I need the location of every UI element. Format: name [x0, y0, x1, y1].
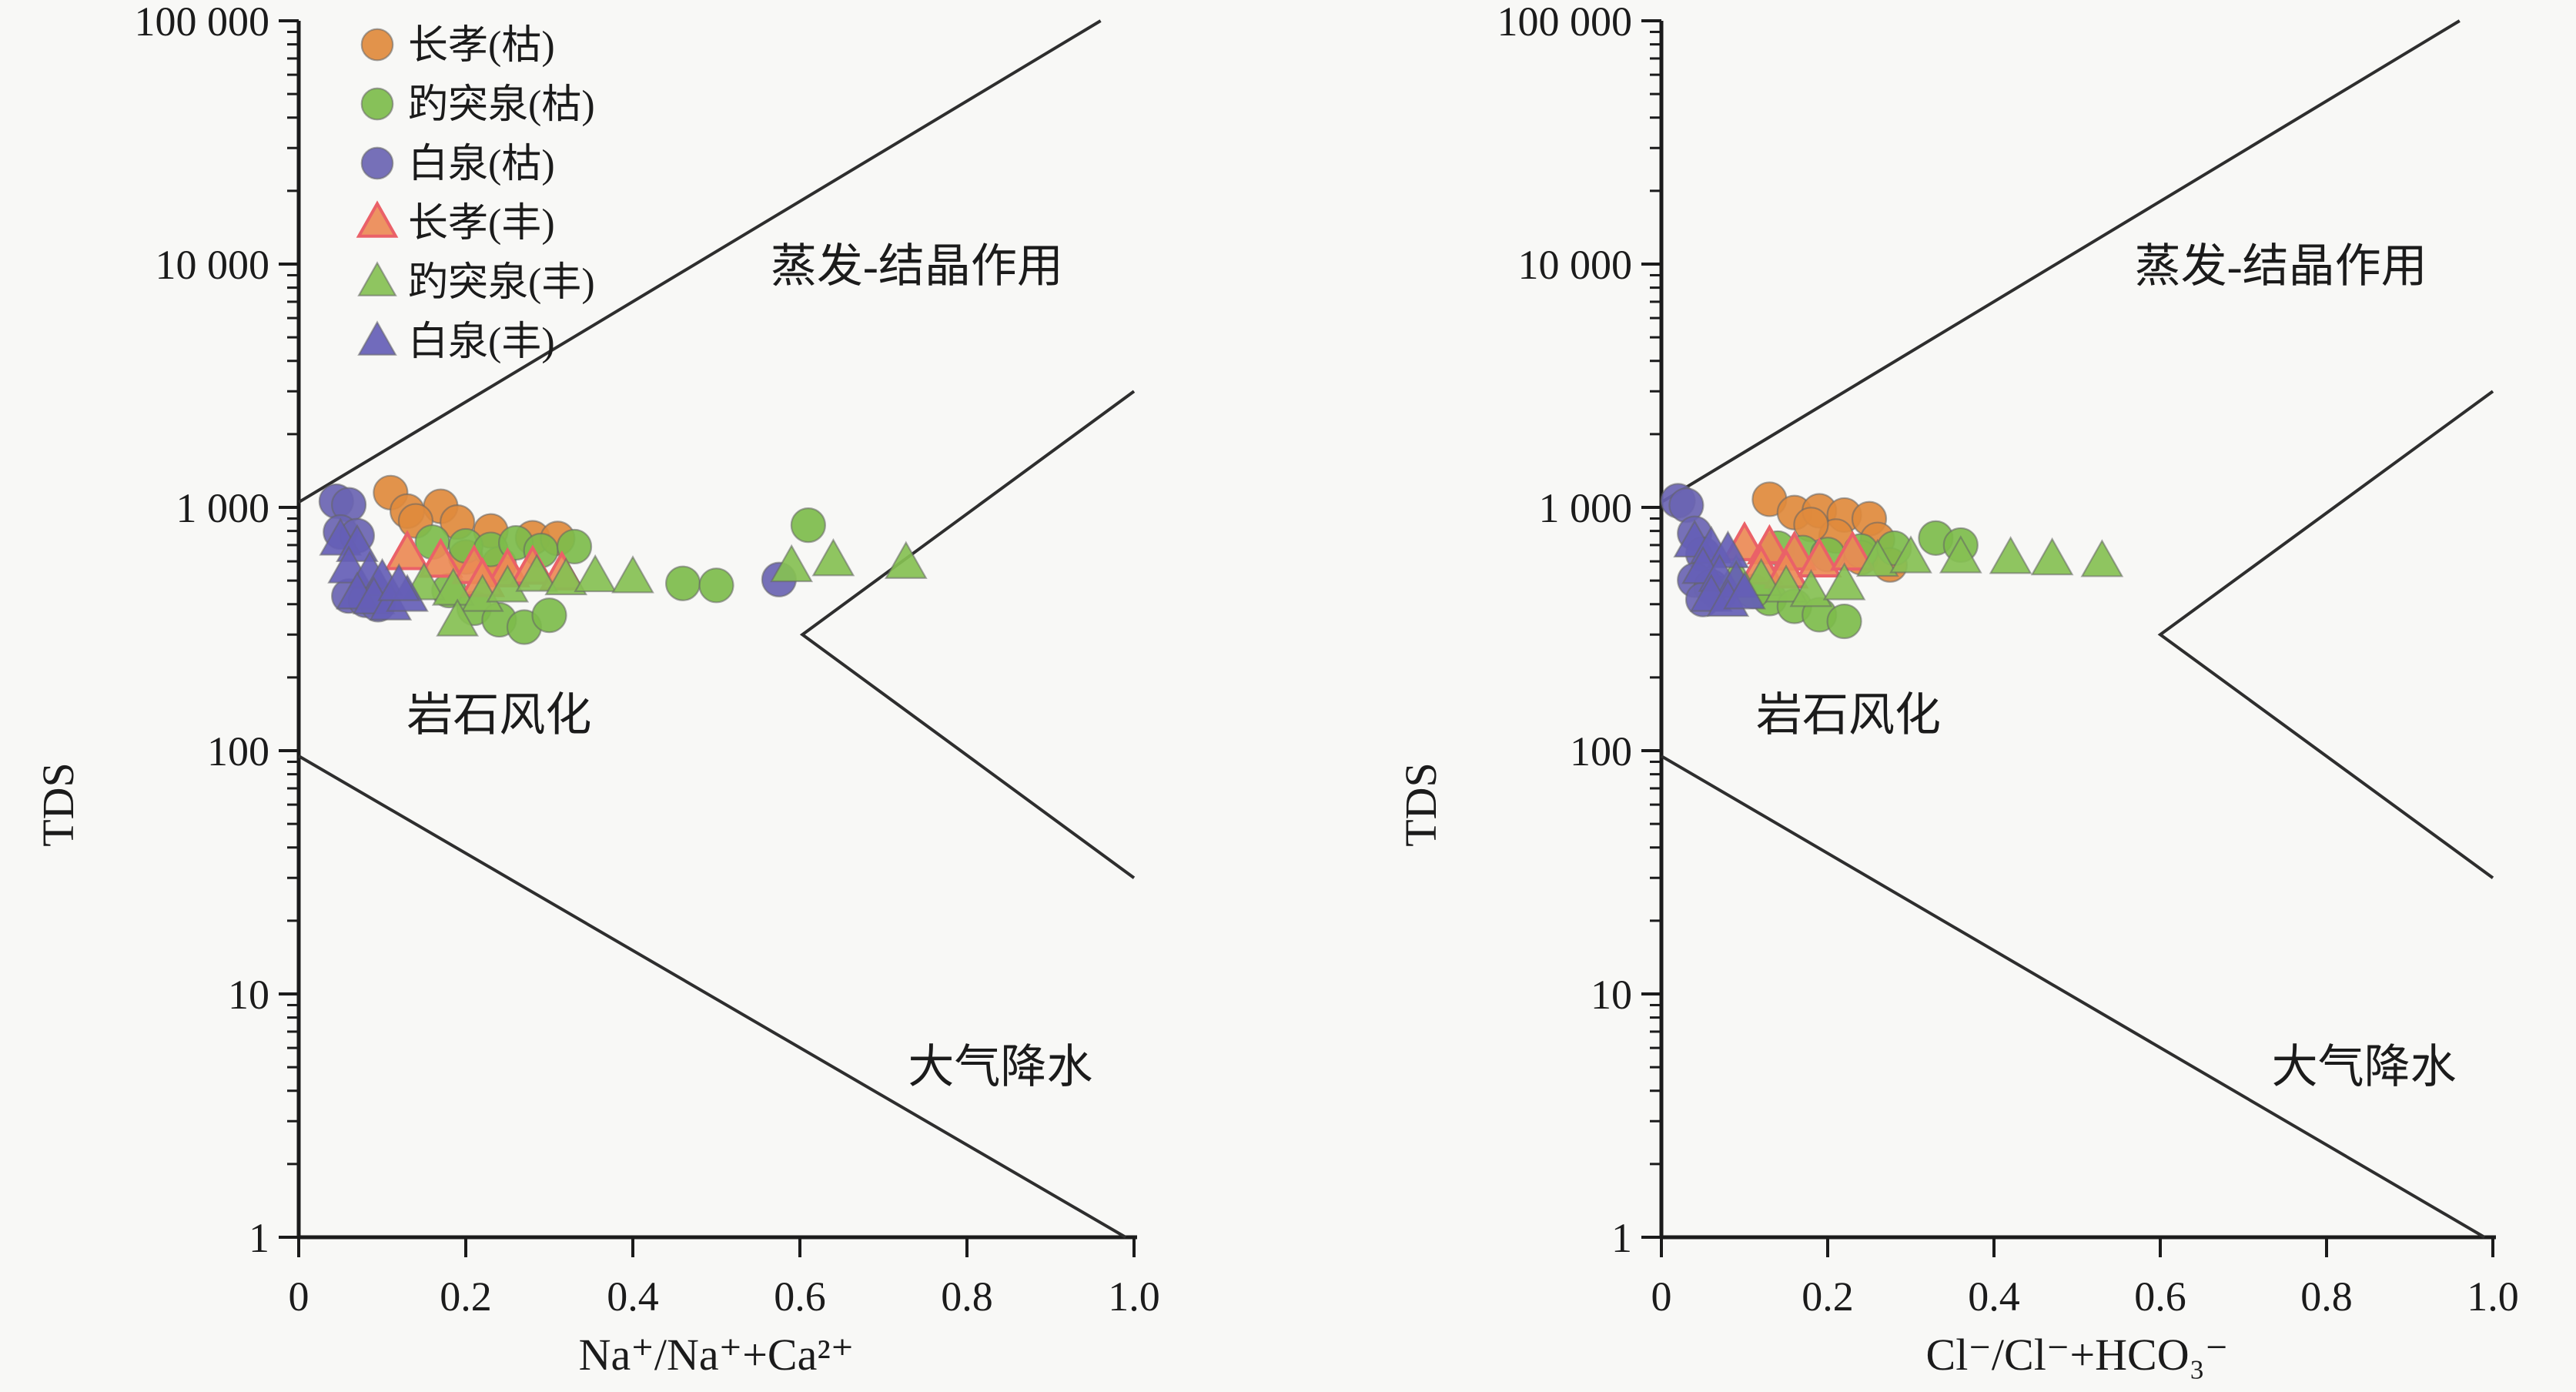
y-tick-label: 100 000 [135, 0, 270, 45]
panel-left: 1 10 100 1 000 10 000 100 000 0 0.2 0.4 0.6 0.8 1.0… [33, 0, 1160, 1380]
y-tick-label: 100 [207, 728, 269, 775]
scatter-point-circle [556, 528, 593, 565]
series-白泉(丰) [1673, 519, 1766, 617]
rock-weathering-chevron [799, 390, 1136, 879]
scatter-point-triangle [384, 530, 430, 571]
y-tick-label: 10 000 [156, 242, 270, 288]
legend-label: 趵突泉(丰) [408, 261, 595, 305]
y-tick-label: 1 [249, 1215, 269, 1261]
region-annotation: 蒸发-结晶作用 [2135, 241, 2427, 292]
y-tick-label: 1 000 [1539, 485, 1633, 531]
x-tick-label: 0.6 [774, 1273, 826, 1320]
scatter-point-triangle [515, 554, 559, 592]
y-tick-label: 10 [228, 972, 269, 1018]
x-tick-label: 1.0 [2467, 1273, 2519, 1320]
scatter-point-triangle [811, 538, 855, 577]
scatter-point-triangle [431, 567, 475, 606]
scatter-point-triangle [884, 540, 928, 579]
scatter-point-triangle [1855, 538, 1899, 577]
legend-label: 长孝(枯) [408, 24, 555, 68]
scatter-point-triangle [574, 554, 617, 593]
scatter-point-circle [360, 146, 394, 180]
scatter-point-circle [664, 565, 701, 601]
y-axis-title: TDS [33, 762, 83, 847]
scatter-point-triangle [418, 537, 463, 578]
scatter-point-triangle [486, 564, 530, 603]
evaporation-upper-line [1660, 19, 2461, 504]
series-趵突泉(丰) [402, 538, 928, 637]
legend-label: 长孝(丰) [408, 202, 555, 246]
scatter-point-circle [1826, 603, 1862, 640]
x-tick-label: 0.4 [1968, 1273, 2020, 1320]
region-annotation: 蒸发-结晶作用 [771, 241, 1063, 292]
scatter-point-triangle [1822, 562, 1866, 601]
scatter-point-triangle [2030, 537, 2074, 576]
scatter-point-triangle [1789, 569, 1833, 607]
x-tick-label: 0.2 [1802, 1273, 1854, 1320]
precipitation-lower-line [1660, 755, 2486, 1239]
scatter-point-triangle [436, 598, 480, 637]
x-axis-title: Cl⁻/Cl⁻+HCO₃⁻ [1926, 1330, 2229, 1380]
scatter-point-triangle [544, 557, 588, 596]
region-annotation: 大气降水 [2272, 1042, 2457, 1093]
scatter-point-triangle [1889, 535, 1932, 574]
scatter-point-triangle [1989, 536, 2032, 574]
scatter-point-triangle [1796, 537, 1842, 577]
x-axis-title: Na⁺/Na⁺+Ca²⁺ [579, 1330, 855, 1380]
scatter-point-triangle [1939, 535, 1982, 574]
scatter-point-circle [698, 567, 734, 604]
rock-weathering-chevron [2157, 390, 2494, 879]
precipitation-lower-line [297, 755, 1127, 1239]
y-tick-label: 10 000 [1518, 242, 1633, 288]
scatter-point-triangle [2080, 539, 2124, 577]
scatter-point-circle [360, 87, 394, 121]
scatter-point-triangle [357, 261, 397, 296]
x-tick-label: 0 [289, 1273, 309, 1320]
y-tick-label: 1 [1611, 1215, 1632, 1261]
scatter-point-triangle [770, 544, 814, 583]
x-tick-label: 0.4 [607, 1273, 659, 1320]
x-tick-label: 0.2 [440, 1273, 492, 1320]
scatter-point-circle [360, 28, 394, 62]
y-tick-label: 1 000 [176, 485, 270, 531]
scatter-point-triangle [356, 200, 399, 238]
x-tick-label: 0.6 [2134, 1273, 2186, 1320]
scatter-point-circle [790, 507, 826, 544]
scatter-point-triangle [357, 320, 397, 356]
scatter-point-triangle [611, 555, 654, 594]
x-tick-label: 0.8 [2300, 1273, 2353, 1320]
scatter-point-triangle [1829, 530, 1875, 571]
y-axis-title: TDS [1396, 762, 1446, 847]
region-annotation: 岩石风化 [1756, 690, 1941, 741]
x-tick-label: 0 [1651, 1273, 1672, 1320]
legend: 长孝(枯) 趵突泉(枯) 白泉(枯) 长孝(丰) 趵突泉(丰) 白泉(丰) [356, 24, 595, 364]
legend-label: 趵突泉(枯) [408, 83, 595, 127]
region-annotation: 岩石风化 [406, 690, 591, 741]
panel-right: 1 10 100 1 000 10 000 100 000 0 0.2 0.4 0.6 0.8 1.0… [1396, 0, 2519, 1380]
scatter-point-triangle [1723, 571, 1766, 610]
series-白泉(丰) [319, 517, 429, 621]
scatter-point-circle [531, 597, 567, 634]
x-tick-label: 1.0 [1108, 1273, 1160, 1320]
scatter-point-triangle [377, 563, 421, 601]
x-tick-label: 0.8 [941, 1273, 993, 1320]
evaporation-upper-line [297, 19, 1102, 504]
y-tick-label: 100 [1570, 728, 1632, 775]
y-tick-label: 10 [1591, 972, 1632, 1018]
y-tick-label: 100 000 [1497, 0, 1633, 45]
scatter-point-triangle [1765, 564, 1808, 603]
legend-label: 白泉(丰) [408, 320, 555, 364]
region-annotation: 大气降水 [908, 1042, 1092, 1093]
legend-label: 白泉(枯) [408, 142, 555, 186]
